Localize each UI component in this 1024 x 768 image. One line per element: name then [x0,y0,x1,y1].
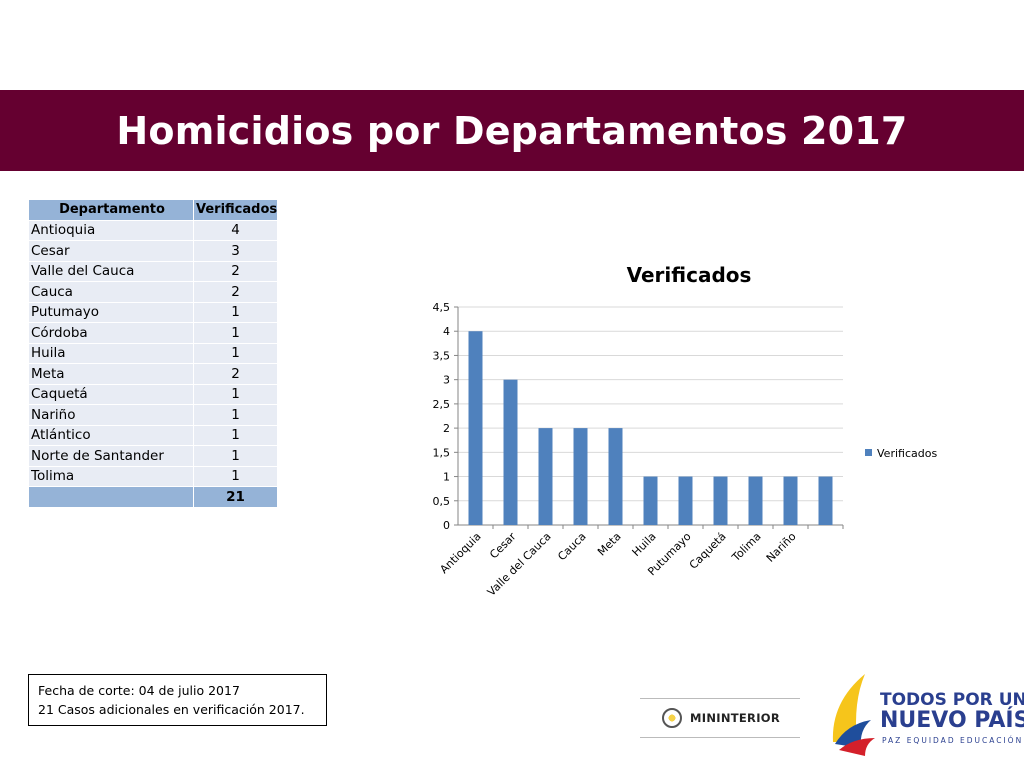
table-row: Tolima 1 [28,465,279,487]
table-cell-verificados: 1 [192,445,279,467]
table-cell-departamento: Córdoba [28,322,194,344]
gov-logo-line-2: NUEVO PAÍS [880,708,1024,733]
y-tick-label: 1,5 [433,446,451,459]
table-row: Nariño 1 [28,404,279,426]
bar [608,428,623,525]
bar [538,428,553,525]
table-cell-departamento: Norte de Santander [28,445,194,467]
table-row: Meta 2 [28,363,279,385]
x-tick-label: Cauca [555,530,588,563]
table-cell-verificados: 2 [192,363,279,385]
table-row: Cesar 3 [28,240,279,262]
y-tick-label: 2,5 [433,398,451,411]
table-row: Valle del Cauca 2 [28,260,279,282]
y-tick-label: 0,5 [433,495,451,508]
table-cell-verificados: 1 [192,424,279,446]
data-table: Departamento Verificados Antioquia 4 Cesar… [28,199,279,508]
note-line-1: Fecha de corte: 04 de julio 2017 [38,683,240,698]
table-cell-departamento: Cesar [28,240,194,262]
table-cell-verificados: 1 [192,342,279,364]
table-cell-verificados: 2 [192,260,279,282]
table-total-row: 21 [28,486,279,508]
x-tick-label: Meta [595,530,624,559]
x-tick-label: Cesar [487,530,519,562]
table-row: Norte de Santander 1 [28,445,279,467]
y-tick-label: 1 [443,471,450,484]
table-header-row: Departamento Verificados [28,199,279,221]
title-band: Homicidios por Departamentos 2017 [0,90,1024,171]
table-cell-departamento: Huila [28,342,194,364]
y-tick-label: 4 [443,325,450,338]
y-tick-label: 3,5 [433,349,451,362]
mininterior-logo: MININTERIOR [640,698,800,738]
table-cell-departamento: Antioquia [28,219,194,241]
note-box: Fecha de corte: 04 de julio 2017 21 Caso… [28,674,327,726]
table-row: Caquetá 1 [28,383,279,405]
government-logo: TODOS POR UN NUEVO PAÍS PAZ EQUIDAD EDUC… [825,672,1024,756]
bar [643,476,658,525]
bar [783,476,798,525]
page-title: Homicidios por Departamentos 2017 [116,108,908,153]
table-row: Córdoba 1 [28,322,279,344]
x-tick-label: Caquetá [687,530,729,572]
mininterior-label: MININTERIOR [690,711,781,725]
table-cell-verificados: 1 [192,322,279,344]
table-cell-verificados: 1 [192,301,279,323]
bar-chart: Verificados 0 0,5 1 1,5 2 2,5 3 3,5 4 4,5 Antioquia… [433,263,938,599]
x-tick-label: Huila [630,530,659,559]
table-cell-verificados: 3 [192,240,279,262]
table-total-value: 21 [192,486,279,508]
y-tick-label: 4,5 [433,301,451,314]
table-row: Huila 1 [28,342,279,364]
chart-title: Verificados [627,263,752,287]
table-cell-departamento: Putumayo [28,301,194,323]
table-total-label [28,486,194,508]
flag-swoosh-icon [832,674,875,756]
bar [468,331,483,525]
x-tick-label: Tolima [729,530,764,565]
table-cell-departamento: Nariño [28,404,194,426]
bar [713,476,728,525]
table-cell-departamento: Valle del Cauca [28,260,194,282]
y-tick-label: 0 [443,519,450,532]
table-cell-departamento: Meta [28,363,194,385]
table-cell-departamento: Caquetá [28,383,194,405]
note-line-2: 21 Casos adicionales en verificación 201… [38,702,305,717]
legend-label: Verificados [877,447,937,460]
table-row: Atlántico 1 [28,424,279,446]
bar [678,476,693,525]
bar [748,476,763,525]
table-row: Cauca 2 [28,281,279,303]
gov-logo-line-1: TODOS POR UN [880,690,1024,710]
bar [818,476,833,525]
column-header-departamento: Departamento [28,199,194,221]
gov-logo-line-3: PAZ EQUIDAD EDUCACIÓN [882,736,1024,745]
table-cell-departamento: Atlántico [28,424,194,446]
table-row: Antioquia 4 [28,219,279,241]
x-tick-label: Valle del Cauca [485,530,554,599]
coat-of-arms-icon [662,708,682,728]
x-tick-label: Nariño [764,530,799,565]
table-cell-departamento: Tolima [28,465,194,487]
bar [573,428,588,525]
table-cell-verificados: 4 [192,219,279,241]
legend-swatch [865,449,872,456]
bar [503,379,518,525]
column-header-verificados: Verificados [192,199,279,221]
table-row: Putumayo 1 [28,301,279,323]
table-cell-verificados: 1 [192,383,279,405]
x-tick-label: Antioquia [437,530,483,576]
y-tick-label: 3 [443,374,450,387]
table-cell-verificados: 1 [192,404,279,426]
table-cell-verificados: 1 [192,465,279,487]
y-tick-label: 2 [443,422,450,435]
table-cell-verificados: 2 [192,281,279,303]
table-cell-departamento: Cauca [28,281,194,303]
